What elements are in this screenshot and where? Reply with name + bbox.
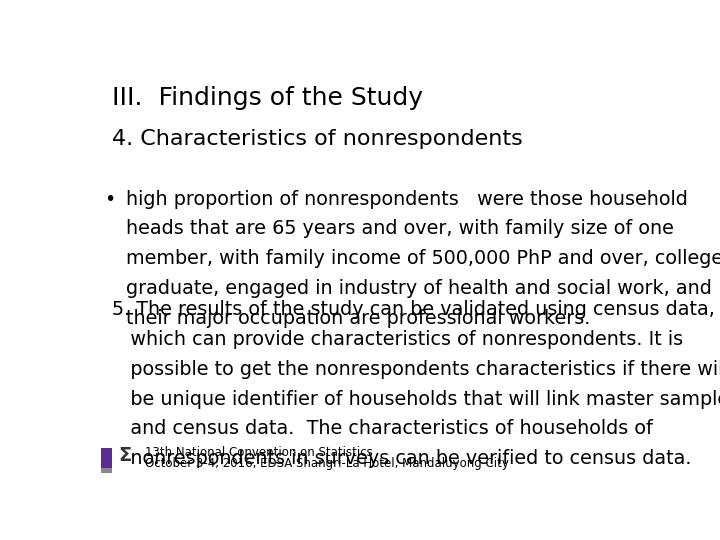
FancyBboxPatch shape [101,468,112,473]
Text: be unique identifier of households that will link master sample: be unique identifier of households that … [112,389,720,409]
Text: high proportion of nonrespondents   were those household: high proportion of nonrespondents were t… [126,190,688,208]
Text: 13th National Convention on Statistics: 13th National Convention on Statistics [145,446,372,459]
Text: which can provide characteristics of nonrespondents. It is: which can provide characteristics of non… [112,329,683,349]
Text: member, with family income of 500,000 PhP and over, college: member, with family income of 500,000 Ph… [126,249,720,268]
Text: October 3-4, 2016, EDSA Shangri-La Hotel, Mandaluyong City: October 3-4, 2016, EDSA Shangri-La Hotel… [145,457,508,470]
Text: their major occupation are professional workers.: their major occupation are professional … [126,309,590,328]
Text: 5. The results of the study can be validated using census data,: 5. The results of the study can be valid… [112,300,715,319]
Text: •: • [104,190,115,208]
FancyBboxPatch shape [101,448,112,468]
Text: Σ: Σ [118,446,131,465]
Text: nonrespondents in surveys can be verified to census data.: nonrespondents in surveys can be verifie… [112,449,692,468]
Text: 4. Characteristics of nonrespondents: 4. Characteristics of nonrespondents [112,129,523,149]
Text: and census data.  The characteristics of households of: and census data. The characteristics of … [112,420,653,438]
Text: III.  Findings of the Study: III. Findings of the Study [112,85,423,110]
Text: possible to get the nonrespondents characteristics if there will: possible to get the nonrespondents chara… [112,360,720,379]
Text: heads that are 65 years and over, with family size of one: heads that are 65 years and over, with f… [126,219,674,239]
Text: graduate, engaged in industry of health and social work, and: graduate, engaged in industry of health … [126,279,712,299]
